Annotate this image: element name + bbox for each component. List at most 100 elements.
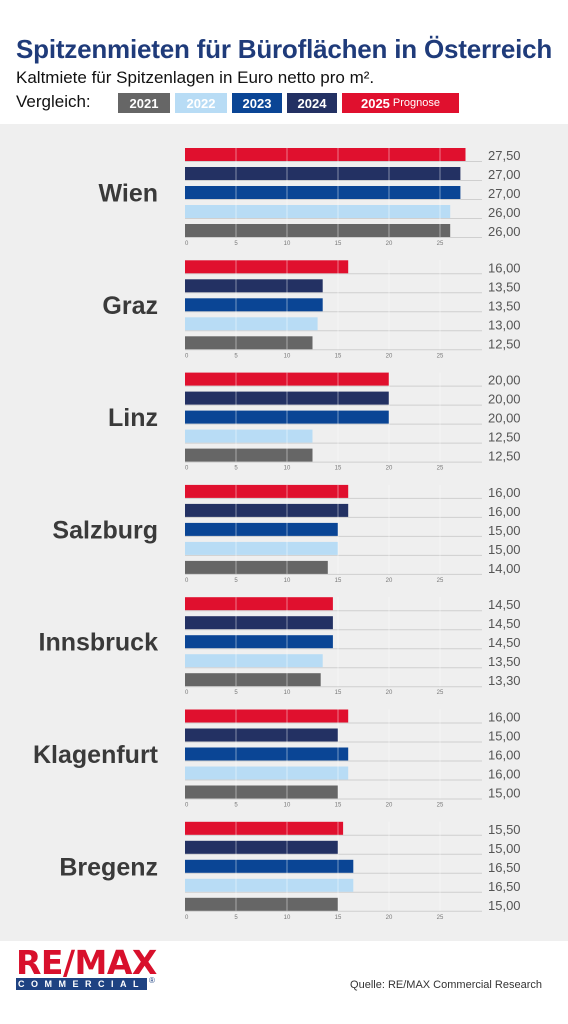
legend-item-label: 2024 <box>297 95 327 111</box>
bar-graz-2 <box>185 279 323 293</box>
category-label-wien: Wien <box>99 180 159 208</box>
value-label: 16,00 <box>488 260 521 275</box>
bar-salzburg-2 <box>185 503 349 517</box>
category-label-linz: Linz <box>108 404 158 432</box>
bar-graz-5 <box>185 336 313 350</box>
x-tick-label: 10 <box>284 803 291 809</box>
x-tick-label: 0 <box>185 690 189 696</box>
value-label: 15,00 <box>488 786 521 801</box>
x-tick-label: 5 <box>234 803 238 809</box>
bar-wien-1 <box>185 148 466 161</box>
x-tick-label: 5 <box>234 241 238 247</box>
bar-klagenfurt-5 <box>185 785 338 799</box>
legend-item-label: 2025 <box>360 95 390 111</box>
legend-item-2024: 2024 <box>287 93 337 113</box>
bar-innsbruck-4 <box>185 654 323 668</box>
legend-item-label: 2023 <box>242 95 272 111</box>
x-tick-label: 20 <box>386 915 393 921</box>
x-tick-label: 5 <box>234 353 238 359</box>
x-tick-label: 15 <box>335 915 342 921</box>
bar-innsbruck-2 <box>185 616 333 630</box>
x-tick-label: 20 <box>386 353 393 359</box>
x-tick-label: 5 <box>234 466 238 472</box>
bar-bregenz-4 <box>185 878 354 892</box>
bar-klagenfurt-3 <box>185 747 349 761</box>
value-label: 16,00 <box>488 710 521 725</box>
x-tick-label: 20 <box>386 578 393 584</box>
value-label: 16,00 <box>488 485 521 500</box>
x-tick-label: 15 <box>335 803 342 809</box>
registered-mark: ® <box>149 976 155 985</box>
value-label: 15,50 <box>488 822 521 837</box>
x-tick-label: 10 <box>284 690 291 696</box>
value-label: 16,00 <box>488 504 521 519</box>
bar-graz-3 <box>185 298 323 312</box>
value-label: 27,50 <box>488 148 521 163</box>
legend-item-2022: 2022 <box>175 93 227 113</box>
bar-bregenz-3 <box>185 859 354 873</box>
x-tick-label: 25 <box>437 803 444 809</box>
x-tick-label: 25 <box>437 241 444 247</box>
x-tick-label: 5 <box>234 915 238 921</box>
x-tick-label: 5 <box>234 690 238 696</box>
category-label-bregenz: Bregenz <box>59 853 158 881</box>
value-label: 26,00 <box>488 205 521 220</box>
value-label: 13,50 <box>488 654 521 669</box>
value-label: 16,50 <box>488 879 521 894</box>
value-label: 13,50 <box>488 279 521 294</box>
bar-chart: Wien 27,50 27,00 27,00 26,00 26,00 0 5 10 15 20 25 G… <box>33 148 521 921</box>
legend-item-label: 2021 <box>129 95 159 111</box>
value-label: 26,00 <box>488 224 521 239</box>
bar-salzburg-5 <box>185 560 328 574</box>
x-tick-label: 0 <box>185 241 189 247</box>
page-subtitle: Kaltmiete für Spitzenlagen in Euro netto… <box>16 68 375 87</box>
x-tick-label: 20 <box>386 803 393 809</box>
value-label: 16,00 <box>488 767 521 782</box>
category-label-salzburg: Salzburg <box>52 516 158 544</box>
bar-salzburg-1 <box>185 484 349 498</box>
value-label: 13,30 <box>488 673 521 688</box>
legend-item-2021: 2021 <box>118 93 170 113</box>
bar-innsbruck-5 <box>185 673 321 687</box>
bar-bregenz-2 <box>185 840 338 854</box>
value-label: 27,00 <box>488 186 521 201</box>
x-tick-label: 10 <box>284 353 291 359</box>
bar-klagenfurt-1 <box>185 709 349 723</box>
x-tick-label: 20 <box>386 241 393 247</box>
x-tick-label: 0 <box>185 466 189 472</box>
value-label: 14,50 <box>488 635 521 650</box>
value-label: 12,50 <box>488 336 521 351</box>
remax-logo: RE/MAX <box>16 943 157 982</box>
legend-item-suffix: Prognose <box>392 97 440 109</box>
remax-logo-subtitle: COMMERCIAL <box>16 978 147 990</box>
value-label: 13,00 <box>488 317 521 332</box>
value-label: 27,00 <box>488 167 521 182</box>
legend-item-2023: 2023 <box>232 93 282 113</box>
value-label: 12,50 <box>488 449 521 464</box>
legend-item-2025: 2025 Prognose <box>342 93 459 113</box>
bar-klagenfurt-2 <box>185 728 338 742</box>
x-tick-label: 15 <box>335 353 342 359</box>
category-label-klagenfurt: Klagenfurt <box>33 741 159 769</box>
bar-bregenz-1 <box>185 821 344 835</box>
value-label: 13,50 <box>488 298 521 313</box>
x-tick-label: 15 <box>335 578 342 584</box>
source-note: Quelle: RE/MAX Commercial Research <box>350 979 542 991</box>
category-label-innsbruck: Innsbruck <box>39 629 159 657</box>
value-label: 14,50 <box>488 597 521 612</box>
bar-graz-1 <box>185 260 349 274</box>
bar-wien-2 <box>185 167 461 180</box>
bar-bregenz-5 <box>185 897 338 911</box>
legend-label: Vergleich: <box>16 92 91 111</box>
x-tick-label: 15 <box>335 690 342 696</box>
category-label-graz: Graz <box>102 292 158 320</box>
bar-graz-4 <box>185 317 318 331</box>
value-label: 16,50 <box>488 860 521 875</box>
value-label: 20,00 <box>488 373 521 388</box>
x-tick-label: 15 <box>335 466 342 472</box>
x-tick-label: 25 <box>437 690 444 696</box>
x-tick-label: 10 <box>284 241 291 247</box>
value-label: 15,00 <box>488 523 521 538</box>
value-label: 12,50 <box>488 430 521 445</box>
value-label: 15,00 <box>488 729 521 744</box>
